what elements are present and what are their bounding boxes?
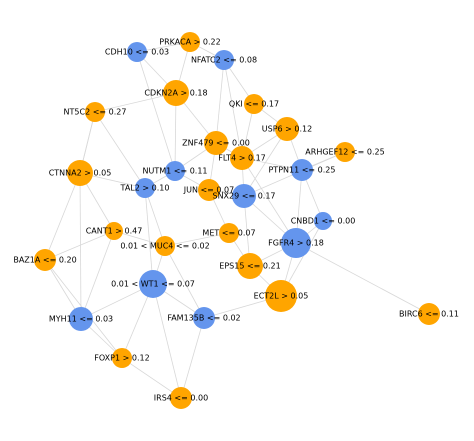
node bbox=[170, 387, 192, 409]
node-label: USP6 > 0.12 bbox=[262, 125, 312, 134]
edge bbox=[121, 357, 182, 399]
node bbox=[418, 303, 440, 325]
node bbox=[69, 307, 93, 331]
node bbox=[281, 228, 311, 258]
edge bbox=[241, 157, 297, 244]
edge bbox=[180, 317, 205, 399]
node-label: 0.01 < MUC4 <= 0.02 bbox=[120, 242, 209, 251]
edge bbox=[94, 92, 177, 113]
edge bbox=[152, 283, 182, 399]
edge bbox=[164, 232, 230, 247]
node bbox=[67, 160, 93, 186]
node-label: QKI <= 0.17 bbox=[229, 100, 279, 109]
node bbox=[237, 253, 263, 279]
node bbox=[112, 348, 132, 368]
node-label: TAL2 > 0.10 bbox=[120, 184, 170, 193]
node-label: PTPN11 <= 0.25 bbox=[268, 166, 335, 175]
node bbox=[232, 184, 256, 208]
node-label: CDH10 <= 0.03 bbox=[105, 48, 169, 57]
edges bbox=[44, 41, 430, 399]
node-label: BIRC6 <= 0.11 bbox=[399, 310, 459, 319]
node bbox=[230, 146, 254, 170]
edge bbox=[136, 51, 176, 172]
node-label: MYH11 <= 0.03 bbox=[49, 315, 113, 324]
node bbox=[85, 102, 105, 122]
node-label: BAZ1A <= 0.20 bbox=[13, 256, 76, 265]
edge bbox=[144, 187, 166, 247]
node-label: 0.01 < WT1 <= 0.07 bbox=[111, 280, 195, 289]
edge bbox=[215, 59, 225, 144]
node-label: ARHGEF12 <= 0.25 bbox=[305, 148, 384, 157]
node bbox=[198, 179, 220, 201]
node bbox=[214, 50, 234, 70]
node bbox=[244, 94, 264, 114]
node bbox=[314, 212, 332, 230]
node bbox=[204, 131, 228, 155]
node-label: ECT2L > 0.05 bbox=[254, 292, 309, 301]
node bbox=[335, 142, 355, 162]
edge bbox=[94, 111, 146, 189]
edge bbox=[174, 92, 177, 172]
node-label: JUN <= 0.07 bbox=[183, 186, 235, 195]
node-label: IRS4 <= 0.00 bbox=[154, 394, 208, 403]
edge bbox=[144, 187, 154, 285]
node bbox=[265, 280, 297, 312]
node-label: FOXP1 > 0.12 bbox=[94, 354, 149, 363]
node-label: FLT4 > 0.17 bbox=[218, 154, 266, 163]
node bbox=[219, 223, 239, 243]
node bbox=[127, 42, 147, 62]
node-label: CNBD1 <= 0.00 bbox=[291, 217, 356, 226]
node bbox=[34, 249, 56, 271]
edge bbox=[164, 245, 205, 319]
node-label: SNX29 <= 0.17 bbox=[212, 192, 275, 201]
edge bbox=[79, 172, 82, 320]
node bbox=[165, 161, 185, 181]
node bbox=[275, 117, 299, 141]
node bbox=[105, 222, 123, 240]
edge bbox=[223, 59, 243, 159]
node bbox=[291, 159, 313, 181]
edge bbox=[295, 242, 430, 315]
node-label: CDKN2A > 0.18 bbox=[144, 89, 207, 98]
edge bbox=[44, 172, 81, 261]
node-label: CANT1 > 0.47 bbox=[86, 227, 143, 236]
node bbox=[139, 270, 167, 298]
node-label: NFATC2 <= 0.08 bbox=[191, 56, 257, 65]
edge bbox=[44, 230, 115, 261]
node bbox=[193, 307, 215, 329]
node-label: PRKACA > 0.22 bbox=[159, 38, 220, 47]
node-label: CTNNA2 > 0.05 bbox=[49, 169, 112, 178]
edge bbox=[80, 230, 115, 320]
node bbox=[163, 80, 189, 106]
node bbox=[135, 178, 155, 198]
node-label: MET <= 0.07 bbox=[202, 229, 255, 238]
nodes bbox=[34, 32, 440, 409]
node bbox=[155, 236, 175, 256]
node bbox=[180, 32, 200, 52]
node-label: NT5C2 <= 0.27 bbox=[64, 108, 127, 117]
node-label: EPS15 <= 0.21 bbox=[219, 262, 280, 271]
node-label: FAM135B <= 0.02 bbox=[167, 314, 240, 323]
node-label: ZNF479 <= 0.00 bbox=[182, 139, 250, 148]
node-label: NUTM1 <= 0.11 bbox=[142, 167, 207, 176]
node-label: FGFR4 > 0.18 bbox=[268, 239, 324, 248]
